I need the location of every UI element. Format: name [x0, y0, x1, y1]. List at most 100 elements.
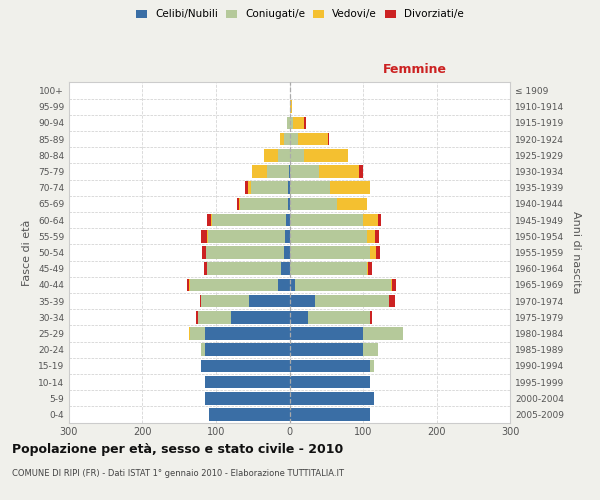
Bar [278, 278, 290, 291]
Bar [290, 182, 330, 194]
Bar [391, 278, 392, 291]
Bar [376, 246, 380, 259]
Bar [389, 295, 395, 308]
Bar [290, 311, 308, 324]
Bar [315, 295, 389, 308]
Bar [290, 262, 367, 275]
Bar [196, 311, 197, 324]
Bar [284, 246, 290, 259]
Bar [370, 360, 374, 372]
Bar [248, 182, 251, 194]
Bar [290, 165, 319, 178]
Y-axis label: Fasce di età: Fasce di età [22, 220, 32, 286]
Bar [187, 278, 189, 291]
Bar [280, 133, 284, 145]
Bar [290, 344, 363, 356]
Bar [308, 311, 370, 324]
Bar [295, 278, 391, 291]
Bar [202, 360, 290, 372]
Bar [189, 278, 190, 291]
Bar [278, 149, 290, 162]
Bar [376, 230, 379, 242]
Bar [293, 116, 304, 130]
Bar [363, 344, 378, 356]
Bar [290, 100, 292, 113]
Bar [290, 116, 293, 130]
Bar [337, 198, 367, 210]
Bar [252, 165, 267, 178]
Bar [378, 214, 382, 226]
Bar [239, 198, 240, 210]
Bar [290, 214, 363, 226]
Bar [202, 295, 249, 308]
Bar [290, 327, 363, 340]
Bar [290, 295, 315, 308]
Bar [367, 230, 376, 242]
Bar [290, 230, 367, 242]
Bar [288, 198, 290, 210]
Bar [203, 262, 207, 275]
Bar [290, 149, 304, 162]
Bar [207, 214, 211, 226]
Bar [208, 230, 285, 242]
Bar [251, 182, 288, 194]
Bar [359, 165, 363, 178]
Bar [189, 327, 190, 340]
Bar [363, 214, 378, 226]
Bar [304, 149, 348, 162]
Bar [190, 278, 278, 291]
Bar [230, 311, 290, 324]
Bar [202, 230, 207, 242]
Bar [245, 182, 248, 194]
Bar [290, 278, 295, 291]
Bar [290, 376, 370, 388]
Bar [286, 214, 290, 226]
Bar [319, 165, 359, 178]
Bar [205, 327, 290, 340]
Bar [249, 295, 290, 308]
Bar [330, 182, 370, 194]
Y-axis label: Anni di nascita: Anni di nascita [571, 211, 581, 294]
Bar [367, 262, 368, 275]
Text: Femmine: Femmine [383, 62, 447, 76]
Bar [207, 262, 281, 275]
Bar [290, 408, 370, 420]
Text: Popolazione per età, sesso e stato civile - 2010: Popolazione per età, sesso e stato civil… [12, 442, 343, 456]
Bar [288, 182, 290, 194]
Bar [212, 214, 286, 226]
Bar [281, 262, 290, 275]
Bar [284, 133, 290, 145]
Bar [298, 133, 328, 145]
Bar [211, 214, 212, 226]
Bar [267, 165, 289, 178]
Bar [290, 360, 370, 372]
Bar [285, 230, 290, 242]
Bar [202, 344, 205, 356]
Bar [240, 198, 288, 210]
Bar [363, 327, 403, 340]
Bar [206, 246, 284, 259]
Bar [236, 198, 239, 210]
Bar [190, 327, 205, 340]
Bar [264, 149, 278, 162]
Bar [328, 133, 329, 145]
Bar [289, 165, 290, 178]
Bar [370, 246, 376, 259]
Legend: Celibi/Nubili, Coniugati/e, Vedovi/e, Divorziati/e: Celibi/Nubili, Coniugati/e, Vedovi/e, Di… [132, 5, 468, 24]
Bar [200, 295, 202, 308]
Bar [287, 116, 290, 130]
Bar [197, 311, 230, 324]
Bar [290, 133, 298, 145]
Bar [205, 344, 290, 356]
Bar [290, 246, 370, 259]
Bar [202, 246, 206, 259]
Bar [205, 376, 290, 388]
Bar [209, 408, 290, 420]
Bar [205, 392, 290, 404]
Text: COMUNE DI RIPI (FR) - Dati ISTAT 1° gennaio 2010 - Elaborazione TUTTITALIA.IT: COMUNE DI RIPI (FR) - Dati ISTAT 1° genn… [12, 469, 344, 478]
Bar [304, 116, 305, 130]
Bar [290, 198, 337, 210]
Bar [290, 392, 374, 404]
Bar [392, 278, 396, 291]
Bar [368, 262, 372, 275]
